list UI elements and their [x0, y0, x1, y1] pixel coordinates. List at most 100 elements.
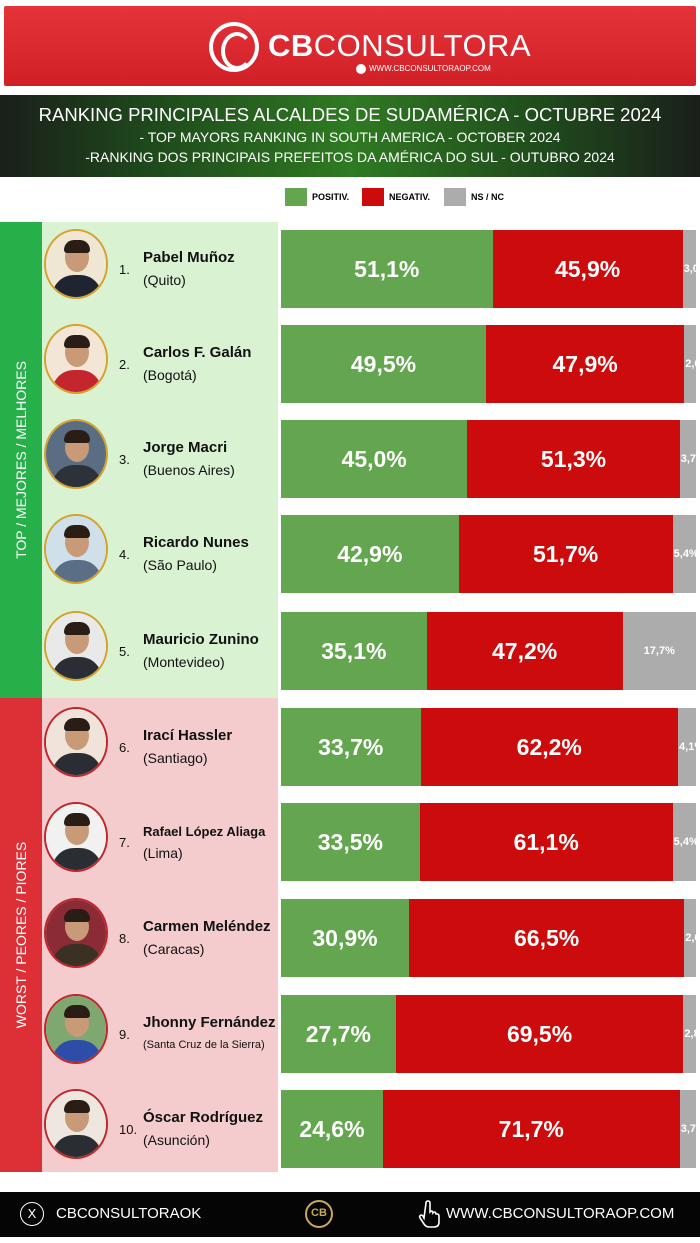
approval-bar: 51,1% 45,9% 3,0%: [281, 230, 696, 308]
mayor-row: 7. Rafael López Aliaga (Lima) 33,5% 61,1% 5,4…: [0, 795, 700, 890]
data-label: 49,5%: [350, 350, 417, 377]
mayor-row: 10. Óscar Rodríguez (Asunción) 24,6% 71,7% 3,…: [0, 1082, 700, 1177]
rank-number: 9.: [119, 1027, 130, 1042]
mayor-row: 5. Mauricio Zunino (Montevideo) 35,1% 47,2% 1…: [0, 604, 700, 699]
data-label: 33,7%: [318, 733, 384, 760]
footer-url[interactable]: WWW.CBCONSULTORAOP.COM: [446, 1205, 675, 1222]
approval-bar: 33,5% 61,1% 5,4%: [281, 803, 697, 881]
mayor-avatar: [44, 802, 108, 872]
nsnc-segment: 3,0%: [682, 230, 696, 308]
mayor-avatar: [44, 1089, 108, 1159]
mayor-city: (Asunción): [143, 1132, 210, 1148]
rank-number: 8.: [119, 931, 130, 946]
avatar-hair: [64, 1100, 90, 1113]
avatar-body: [52, 560, 102, 582]
negative-segment: 61,1%: [419, 803, 673, 881]
approval-bar: 35,1% 47,2% 17,7%: [281, 612, 696, 690]
positive-segment: 30,9%: [281, 899, 409, 977]
title-band: RANKING PRINCIPALES ALCALDES DE SUDAMÉRI…: [0, 95, 700, 177]
positive-segment: 24,6%: [281, 1090, 383, 1168]
avatar-hair: [64, 525, 90, 538]
legend-swatch-positive: [285, 188, 307, 206]
avatar-body: [52, 944, 102, 966]
nsnc-segment: 5,4%: [672, 515, 696, 593]
rank-number: 3.: [119, 452, 130, 467]
mayor-city: (Santa Cruz de la Sierra): [143, 1039, 265, 1051]
legend-label-nsnc: NS / NC: [471, 192, 505, 202]
nsnc-segment: 17,7%: [622, 612, 696, 690]
mayor-city: (Montevideo): [143, 654, 225, 670]
footer-handle[interactable]: CBCONSULTORAOK: [56, 1205, 202, 1222]
data-label: 35,1%: [321, 637, 387, 664]
mayor-avatar: [44, 898, 108, 968]
avatar-body: [52, 848, 102, 870]
avatar-body: [52, 1040, 102, 1062]
avatar-body: [52, 275, 102, 297]
cb-logo-icon: [209, 22, 259, 72]
mayor-city: (Caracas): [143, 941, 205, 957]
cursor-icon: [356, 64, 366, 74]
approval-bar: 45,0% 51,3% 3,7%: [281, 420, 697, 498]
approval-bar: 33,7% 62,2% 4,1%: [281, 708, 696, 786]
header: CBCONSULTORA WWW.CBCONSULTORAOP.COM: [0, 0, 700, 92]
avatar-body: [52, 370, 102, 392]
avatar-hair: [64, 718, 90, 731]
negative-segment: 51,7%: [458, 515, 673, 593]
data-label: 51,1%: [354, 255, 420, 282]
avatar-body: [52, 1135, 102, 1157]
data-label: 51,3%: [540, 445, 607, 472]
data-label: 5,4%: [673, 548, 696, 560]
negative-segment: 69,5%: [395, 995, 684, 1073]
mayor-city: (Quito): [143, 272, 186, 288]
nsnc-segment: 4,1%: [678, 708, 696, 786]
avatar-hair: [64, 240, 90, 253]
data-label: 3,0%: [683, 263, 696, 275]
data-label: 47,9%: [552, 350, 618, 377]
mayor-city: (Bogotá): [143, 367, 197, 383]
avatar-body: [52, 753, 102, 775]
mayor-row: 1. Pabel Muñoz (Quito) 51,1% 45,9% 3,0%: [0, 222, 700, 317]
nsnc-segment: 2,6%: [684, 899, 696, 977]
data-label: 62,2%: [516, 733, 582, 760]
data-label: 61,1%: [513, 828, 579, 855]
data-label: 45,9%: [554, 255, 621, 282]
data-label: 5,4%: [673, 836, 696, 848]
nsnc-segment: 2,8%: [683, 995, 696, 1073]
negative-segment: 71,7%: [382, 1090, 680, 1168]
rank-number: 1.: [119, 262, 130, 277]
avatar-hair: [64, 335, 90, 348]
negative-segment: 45,9%: [492, 230, 683, 308]
group-worst-sidebar: WORST / PEORES / PIORES: [0, 698, 42, 1172]
mayor-name: Mauricio Zunino: [143, 631, 259, 648]
mayor-row: 2. Carlos F. Galán (Bogotá) 49,5% 47,9% 2,6%: [0, 317, 700, 412]
pointer-hand-icon: [418, 1200, 440, 1228]
group-top-sidebar: TOP / MEJORES / MELHORES: [0, 222, 42, 698]
rank-number: 5.: [119, 644, 130, 659]
mayor-name: Jhonny Fernández: [143, 1014, 276, 1031]
footer-cb-logo-icon: CB: [305, 1200, 333, 1228]
legend-swatch-negative: [362, 188, 384, 206]
mayor-avatar: [44, 611, 108, 681]
negative-segment: 62,2%: [420, 708, 679, 786]
x-twitter-icon[interactable]: X: [20, 1202, 44, 1226]
data-label: 2,6%: [685, 932, 696, 944]
nsnc-segment: 3,7%: [679, 1090, 697, 1168]
footer: X CBCONSULTORAOK CB WWW.CBCONSULTORAOP.C…: [0, 1192, 700, 1237]
positive-segment: 27,7%: [281, 995, 396, 1073]
header-url-row[interactable]: WWW.CBCONSULTORAOP.COM: [356, 64, 491, 74]
data-label: 71,7%: [498, 1115, 564, 1142]
positive-segment: 51,1%: [281, 230, 493, 308]
avatar-hair: [64, 622, 90, 635]
avatar-hair: [64, 1005, 90, 1018]
mayor-name: Jorge Macri: [143, 439, 228, 456]
rank-number: 2.: [119, 357, 130, 372]
rank-number: 7.: [119, 835, 130, 850]
legend-label-negative: NEGATIV.: [389, 192, 431, 202]
mayor-name: Óscar Rodríguez: [143, 1109, 264, 1126]
brand-logo-text: CBCONSULTORA: [268, 28, 531, 64]
mayor-name: Carlos F. Galán: [143, 344, 252, 361]
avatar-body: [52, 657, 102, 679]
mayor-row: 6. Irací Hassler (Santiago) 33,7% 62,2% 4,1%: [0, 700, 700, 795]
header-url[interactable]: WWW.CBCONSULTORAOP.COM: [369, 64, 491, 74]
data-label: 27,7%: [305, 1020, 371, 1047]
